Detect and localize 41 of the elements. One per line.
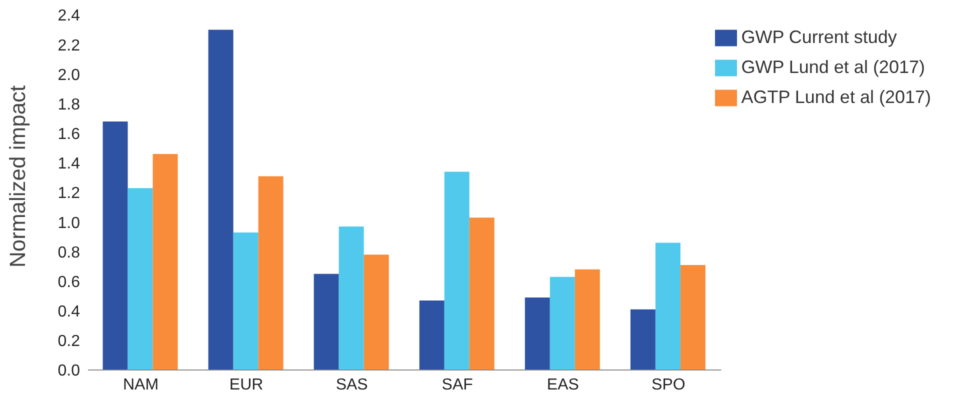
y-tick-label: 0.0 <box>58 362 80 380</box>
bar <box>419 300 444 370</box>
bar <box>680 264 706 370</box>
bar <box>233 232 258 370</box>
y-tick-label: 1.4 <box>58 156 80 173</box>
bar <box>258 176 284 370</box>
y-tick-label: 2.0 <box>58 66 80 84</box>
bar <box>630 309 656 370</box>
x-tick-label: SAF <box>442 376 474 394</box>
x-tick-label: EUR <box>229 376 264 394</box>
x-tick-label: NAM <box>122 376 159 394</box>
bar <box>128 188 153 370</box>
y-tick-label: 0.6 <box>58 274 80 291</box>
bar <box>574 269 600 370</box>
y-tick-label: 1.8 <box>58 96 80 114</box>
x-tick-label: EAS <box>546 376 579 394</box>
bar <box>524 298 550 370</box>
x-tick-label: SAS <box>336 376 368 394</box>
y-tick-label: 1.6 <box>58 126 80 144</box>
bar <box>338 226 364 370</box>
bar <box>152 154 178 370</box>
y-tick-label: 1.0 <box>58 214 80 232</box>
bar <box>102 122 128 370</box>
bar <box>364 254 389 370</box>
bar <box>655 242 680 370</box>
bar <box>208 30 234 370</box>
legend-label: GWP Lund et al (2017) <box>741 57 925 77</box>
y-tick-label: 0.2 <box>58 333 80 350</box>
bar <box>314 274 339 370</box>
x-tick-label: SPO <box>652 376 686 394</box>
bar <box>550 276 575 370</box>
legend-label: GWP Current study <box>741 27 897 47</box>
legend-label: AGTP Lund et al (2017) <box>741 87 931 107</box>
y-tick-label: 1.2 <box>58 185 80 202</box>
bar <box>469 218 494 370</box>
y-axis-title: Normalized impact <box>4 85 30 268</box>
y-tick-label: 0.8 <box>58 244 80 262</box>
y-tick-label: 0.4 <box>58 304 80 321</box>
y-tick-label: 2.4 <box>58 8 80 25</box>
bar <box>444 172 470 370</box>
y-tick-label: 2.2 <box>58 37 80 54</box>
